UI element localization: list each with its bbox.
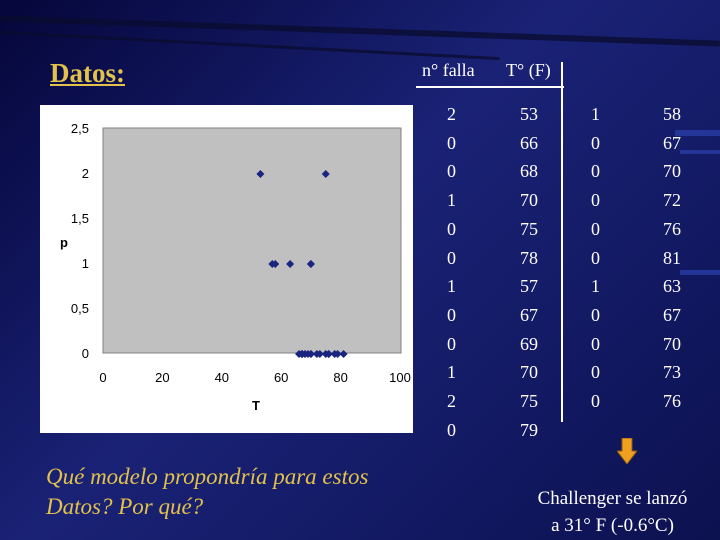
decor-stripe-right-1 <box>675 130 720 136</box>
data-point <box>306 260 315 268</box>
failures-right-cell: 0 <box>591 391 600 411</box>
temp-right-cell: 63 <box>663 276 681 297</box>
failures-left-cell: 2 <box>447 391 456 411</box>
y-tick-labels: 0 0,5 1 1,5 2 2,5 <box>71 121 89 361</box>
temp-left-cell: 70 <box>520 190 538 211</box>
temp-left-cell: 67 <box>520 304 538 325</box>
data-point <box>306 350 315 358</box>
failures-left-cell: 0 <box>447 304 456 325</box>
x-tick-label: 100 <box>389 370 411 385</box>
failures-left-cell: 2 <box>447 104 456 124</box>
temp-right-cell: 73 <box>663 362 681 383</box>
failures-right-cell: 0 <box>591 190 600 211</box>
challenger-note-line2: a 31° F (-0.6°C) <box>551 515 674 536</box>
table-divider <box>561 62 563 422</box>
question-text: Qué modelo propondría para estos Datos? … <box>46 464 369 519</box>
y-tick-label: 0,5 <box>71 301 89 316</box>
decor-stripe-right-2 <box>680 150 720 154</box>
failures-right-cell: 0 <box>591 218 600 239</box>
failures-right-cell: 0 <box>591 132 600 153</box>
temp-right-cell: 70 <box>663 161 681 182</box>
failures-right-cell: 1 <box>591 276 600 297</box>
failures-left-cell: 0 <box>447 247 456 268</box>
decor-stripe-right-3 <box>680 270 720 275</box>
header-underline <box>416 86 564 88</box>
data-point <box>297 350 306 358</box>
failures-left-cell: 0 <box>447 161 456 182</box>
x-tick-label: 40 <box>215 370 229 385</box>
temp-right-cell: 72 <box>663 190 681 211</box>
temp-left-cell: 69 <box>520 333 538 354</box>
y-tick-label: 2,5 <box>71 121 89 136</box>
data-point <box>256 170 265 178</box>
data-point <box>315 350 324 358</box>
temp-left-cell: 53 <box>520 104 538 124</box>
failures-left-cell: 1 <box>447 276 456 297</box>
y-tick-label: 2 <box>82 166 89 181</box>
header-temperature: T° (F) <box>506 60 551 80</box>
failures-right-cell: 0 <box>591 304 600 325</box>
x-tick-label: 20 <box>155 370 169 385</box>
temp-left-cell: 57 <box>520 276 538 297</box>
temp-left-cell: 75 <box>520 218 538 239</box>
temp-left-cell: 66 <box>520 132 538 153</box>
failures-left-cell: 1 <box>447 362 456 383</box>
temp-right-cell: 70 <box>663 333 681 354</box>
temp-right-cell: 76 <box>663 218 681 239</box>
failures-right-cell: 1 <box>591 104 600 124</box>
data-point <box>339 350 348 358</box>
temp-left-cell: 75 <box>520 391 538 411</box>
y-axis-label: p <box>60 235 68 250</box>
failures-right-cell: 0 <box>591 247 600 268</box>
failures-left-cell: 0 <box>447 132 456 153</box>
failures-right-cell: 0 <box>591 161 600 182</box>
data-points <box>256 170 348 358</box>
x-tick-label: 60 <box>274 370 288 385</box>
failures-left-cell: 0 <box>447 333 456 354</box>
slide-title: Datos: <box>50 58 125 88</box>
y-tick-label: 1,5 <box>71 211 89 226</box>
scatter-chart-svg: 0 0,5 1 1,5 2 2,5 0 20 40 60 80 100 p T <box>40 105 413 433</box>
data-point <box>324 350 333 358</box>
x-tick-label: 0 <box>99 370 106 385</box>
temp-right-cell: 81 <box>663 247 681 268</box>
plot-area <box>102 127 402 354</box>
data-point <box>271 260 280 268</box>
decor-stripe-top-1 <box>0 15 720 47</box>
header-failures: n° falla <box>422 60 475 80</box>
scatter-chart: 0 0,5 1 1,5 2 2,5 0 20 40 60 80 100 p T <box>40 105 413 433</box>
down-arrow-icon <box>617 438 637 464</box>
x-tick-label: 80 <box>333 370 347 385</box>
challenger-note: Challenger se lanzó a 31° F (-0.6°C) <box>505 485 720 539</box>
y-tick-label: 1 <box>82 256 89 271</box>
failures-right-cell: 0 <box>591 362 600 383</box>
temp-left-cell: 68 <box>520 161 538 182</box>
failures-right-cell: 0 <box>591 333 600 354</box>
failures-left-cell: 0 <box>447 419 456 440</box>
temp-right-cell: 67 <box>663 132 681 153</box>
temp-left-cell: 78 <box>520 247 538 268</box>
temp-right-cell: 58 <box>663 104 681 124</box>
temp-right-cell: 76 <box>663 391 681 411</box>
data-point <box>286 260 295 268</box>
temp-right-cell: 67 <box>663 304 681 325</box>
x-axis-label: T <box>252 398 260 413</box>
failures-left-cell: 1 <box>447 190 456 211</box>
challenger-note-line1: Challenger se lanzó <box>537 488 688 509</box>
y-tick-label: 0 <box>82 346 89 361</box>
failures-left-cell: 0 <box>447 218 456 239</box>
x-tick-labels: 0 20 40 60 80 100 <box>99 370 410 385</box>
data-point <box>321 170 330 178</box>
data-point <box>333 350 342 358</box>
temp-left-cell: 70 <box>520 362 538 383</box>
temp-left-cell: 79 <box>520 419 538 440</box>
